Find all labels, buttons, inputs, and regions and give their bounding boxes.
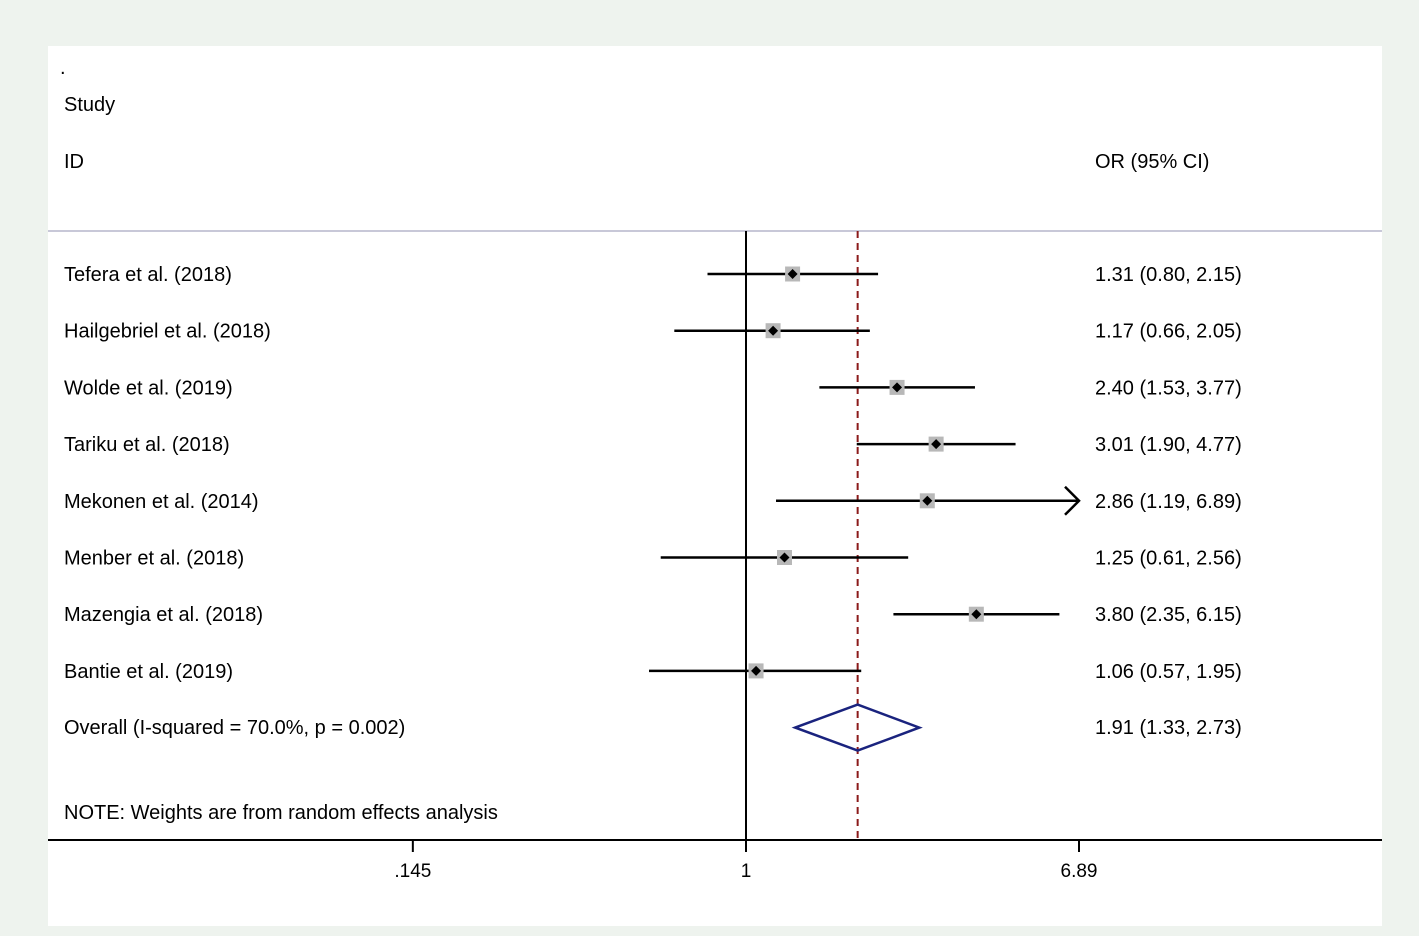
x-axis-ticks: .145 1 6.89 [394, 840, 1097, 882]
study-point-4 [922, 495, 933, 506]
study-label-6: Mazengia et al. (2018) [64, 604, 263, 626]
overall-label: Overall (I-squared = 70.0%, p = 0.002) [64, 717, 405, 739]
study-label-7: Bantie et al. (2019) [64, 661, 233, 683]
study-ci-text-6: 3.80 (2.35, 6.15) [1095, 604, 1242, 626]
x-tick-label-1: 1 [741, 861, 752, 882]
study-label-4: Mekonen et al. (2014) [64, 491, 259, 513]
study-label-1: Hailgebriel et al. (2018) [64, 321, 271, 343]
study-point-2 [892, 382, 903, 393]
study-point-7 [751, 665, 762, 676]
study-label-2: Wolde et al. (2019) [64, 377, 233, 399]
header-id: ID [64, 151, 84, 173]
study-point-0 [787, 269, 798, 279]
overall-diamond [791, 703, 923, 752]
study-ci-arrow-4 [1064, 485, 1081, 516]
note-text: NOTE: Weights are from random effects an… [64, 802, 498, 824]
study-point-6 [971, 609, 982, 620]
plot-marks: Tefera et al. (2018) 1.31 (0.80, 2.15) Hai… [64, 231, 1242, 840]
header-or-ci: OR (95% CI) [1095, 151, 1209, 173]
study-ci-text-0: 1.31 (0.80, 2.15) [1095, 264, 1242, 286]
study-ci-text-7: 1.06 (0.57, 1.95) [1095, 661, 1242, 683]
study-point-3 [931, 439, 942, 450]
study-ci-text-1: 1.17 (0.66, 2.05) [1095, 321, 1242, 343]
study-label-3: Tariku et al. (2018) [64, 434, 230, 456]
header-study: Study [64, 94, 115, 116]
study-label-5: Menber et al. (2018) [64, 548, 244, 570]
study-ci-text-3: 3.01 (1.90, 4.77) [1095, 434, 1242, 456]
header-dot: . [60, 57, 66, 79]
study-ci-text-2: 2.40 (1.53, 3.77) [1095, 377, 1242, 399]
study-point-5 [779, 552, 790, 563]
study-ci-text-4: 2.86 (1.19, 6.89) [1095, 491, 1242, 513]
study-point-1 [768, 325, 779, 336]
x-tick-label-0: .145 [394, 861, 431, 882]
overall-ci-text: 1.91 (1.33, 2.73) [1095, 717, 1242, 739]
study-label-0: Tefera et al. (2018) [64, 264, 232, 286]
plot-panel [48, 46, 1382, 926]
study-ci-text-5: 1.25 (0.61, 2.56) [1095, 548, 1242, 570]
x-tick-label-2: 6.89 [1061, 861, 1098, 882]
